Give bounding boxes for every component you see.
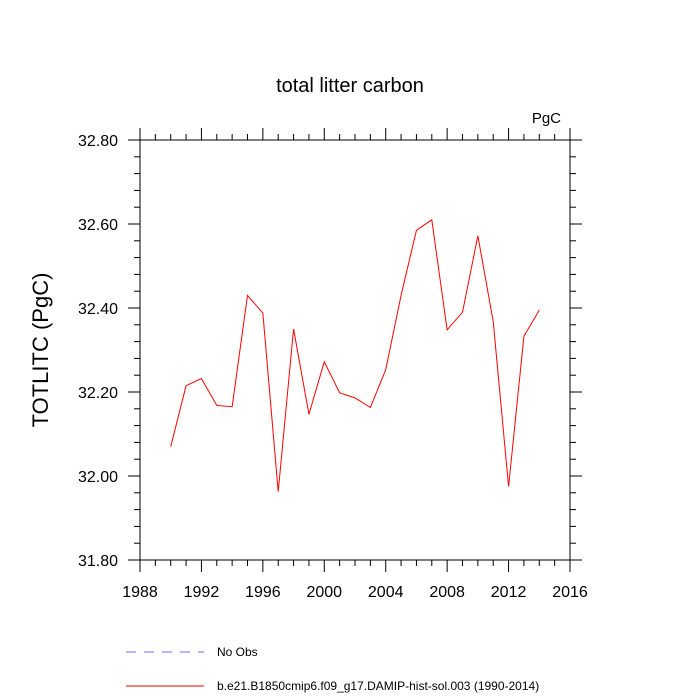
data-point bbox=[323, 361, 325, 363]
data-point bbox=[507, 485, 509, 487]
data-point bbox=[262, 312, 264, 314]
y-tick-labels: 31.80 32.00 32.20 32.40 32.60 32.80 bbox=[78, 133, 118, 570]
data-point bbox=[385, 369, 387, 371]
data-point bbox=[431, 219, 433, 221]
data-point bbox=[461, 311, 463, 313]
data-point bbox=[538, 309, 540, 311]
data-point bbox=[277, 490, 279, 492]
data-point bbox=[246, 294, 248, 296]
y-tick-label: 31.80 bbox=[78, 553, 118, 570]
legend-label-2: b.e21.B1850cmip6.f09_g17.DAMIP-hist-sol.… bbox=[217, 679, 539, 693]
series-line bbox=[170, 218, 540, 492]
axis-ticks bbox=[128, 128, 582, 572]
data-point bbox=[446, 329, 448, 331]
data-point bbox=[354, 397, 356, 399]
data-point bbox=[400, 294, 402, 296]
plot-frame bbox=[139, 139, 571, 561]
y-tick-label: 32.20 bbox=[78, 385, 118, 402]
x-tick-label: 2000 bbox=[306, 584, 342, 601]
units-label: PgC bbox=[532, 110, 561, 127]
y-tick-label: 32.00 bbox=[78, 469, 118, 486]
data-point bbox=[369, 406, 371, 408]
x-tick-labels: 1988 1992 1996 2000 2004 2008 2012 2016 bbox=[122, 584, 588, 601]
chart-title: total litter carbon bbox=[276, 75, 424, 97]
data-point bbox=[231, 406, 233, 408]
x-tick-label: 2004 bbox=[368, 584, 404, 601]
data-point bbox=[523, 335, 525, 337]
y-tick-label: 32.60 bbox=[78, 217, 118, 234]
data-point bbox=[415, 229, 417, 231]
x-tick-label: 2012 bbox=[491, 584, 527, 601]
y-tick-label: 32.80 bbox=[78, 133, 118, 150]
x-tick-label: 1996 bbox=[245, 584, 281, 601]
series-group bbox=[170, 218, 540, 492]
legend-label-1: No Obs bbox=[217, 645, 258, 659]
data-point bbox=[292, 328, 294, 330]
y-tick-label: 32.40 bbox=[78, 301, 118, 318]
data-point bbox=[170, 445, 172, 447]
legend: No Obs b.e21.B1850cmip6.f09_g17.DAMIP-his… bbox=[126, 645, 539, 693]
data-point bbox=[308, 413, 310, 415]
data-point bbox=[338, 392, 340, 394]
x-tick-label: 1988 bbox=[122, 584, 158, 601]
data-point bbox=[185, 385, 187, 387]
data-point bbox=[477, 235, 479, 237]
data-point bbox=[200, 377, 202, 379]
data-point bbox=[492, 320, 494, 322]
x-tick-label: 1992 bbox=[184, 584, 220, 601]
data-point bbox=[216, 404, 218, 406]
x-tick-label: 2016 bbox=[552, 584, 588, 601]
y-axis-label: TOTLITC (PgC) bbox=[28, 273, 53, 428]
x-tick-label: 2008 bbox=[429, 584, 465, 601]
